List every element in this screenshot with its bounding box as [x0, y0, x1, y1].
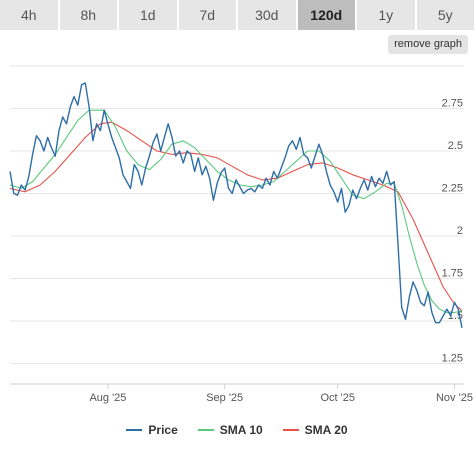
- chart-series: [9, 82, 463, 328]
- y-tick-label: 2.25: [442, 183, 463, 195]
- tab-7d[interactable]: 7d: [178, 0, 238, 30]
- tab-5y[interactable]: 5y: [416, 0, 474, 30]
- legend-swatch-sma-10: [197, 429, 214, 431]
- chart-grid: [10, 65, 464, 385]
- y-tick-label: 1.75: [442, 268, 463, 280]
- legend-swatch-price: [126, 429, 143, 431]
- x-tick-label: Nov '25: [436, 392, 473, 404]
- remove-graph-button[interactable]: remove graph: [388, 35, 468, 54]
- series-line-price: [9, 82, 463, 328]
- series-line-sma-20: [9, 121, 463, 312]
- y-tick-label: 1.25: [442, 353, 463, 365]
- x-tick-label: Oct '25: [320, 392, 355, 404]
- tab-8h[interactable]: 8h: [59, 0, 119, 30]
- legend-swatch-sma-20: [282, 429, 299, 431]
- tab-1d[interactable]: 1d: [119, 0, 179, 30]
- tab-4h[interactable]: 4h: [0, 0, 60, 30]
- tab-30d[interactable]: 30d: [238, 0, 298, 30]
- tab-120d[interactable]: 120d: [297, 0, 357, 30]
- chart-legend: Price SMA 10 SMA 20: [0, 420, 474, 440]
- legend-label-sma-10: SMA 10: [219, 423, 263, 437]
- y-tick-label: 2: [457, 225, 463, 237]
- legend-label-price: Price: [148, 423, 178, 437]
- y-tick-label: 2.5: [448, 140, 463, 152]
- y-tick-label: 2.75: [442, 98, 463, 110]
- legend-item-sma-10[interactable]: SMA 10: [197, 423, 263, 437]
- x-tick-label: Aug '25: [89, 392, 126, 404]
- x-axis: Aug '25 Sep '25 Oct '25 Nov '25: [89, 384, 473, 404]
- x-tick-label: Sep '25: [206, 392, 243, 404]
- timeframe-tabs: 4h 8h 1d 7d 30d 120d 1y 5y: [0, 0, 474, 30]
- legend-label-sma-20: SMA 20: [304, 423, 348, 437]
- legend-item-sma-20[interactable]: SMA 20: [282, 423, 348, 437]
- tab-1y[interactable]: 1y: [357, 0, 417, 30]
- legend-item-price[interactable]: Price: [126, 423, 178, 437]
- series-line-sma-10: [9, 109, 463, 314]
